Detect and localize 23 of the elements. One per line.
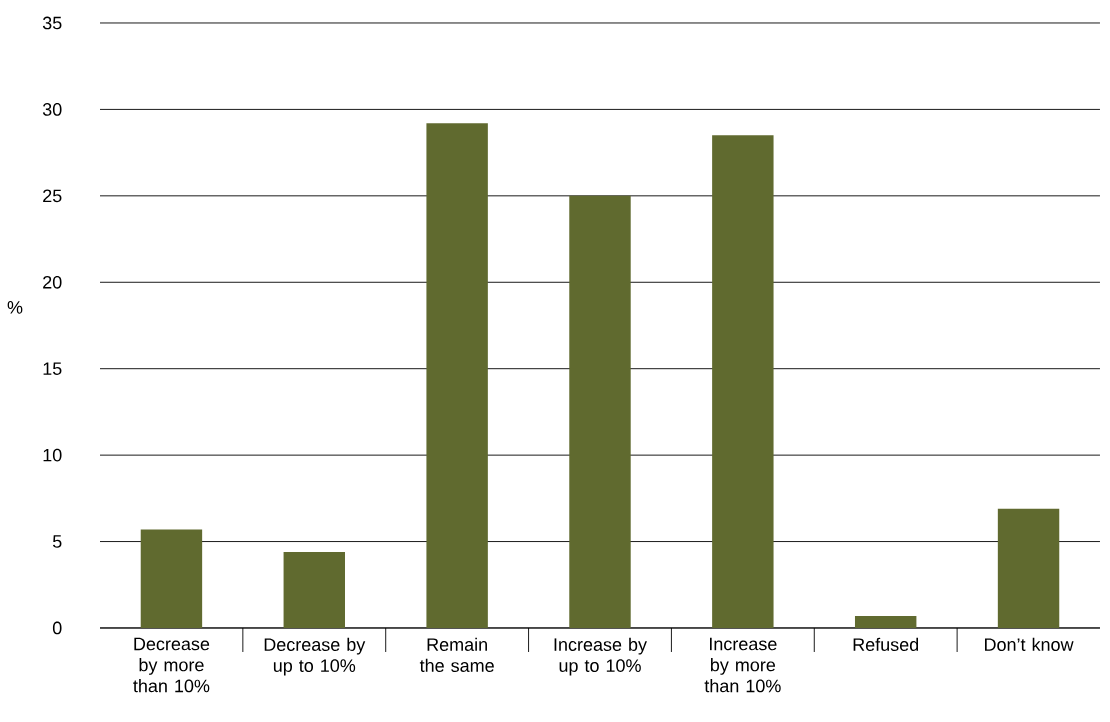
y-tick-label: 0: [52, 621, 62, 635]
y-axis-title: %: [7, 301, 23, 314]
bar: [712, 135, 774, 628]
bar: [997, 508, 1060, 628]
y-tick-label: 20: [43, 275, 62, 289]
x-tick-label: Increase by more than 10%: [704, 637, 781, 693]
x-tick-label: Decrease by up to 10%: [264, 637, 366, 676]
x-tick-label: Don’t know: [985, 637, 1074, 651]
y-tick-label: 30: [42, 103, 62, 116]
bar: [283, 551, 345, 628]
y-tick-label: 5: [52, 535, 62, 548]
bar: [854, 615, 917, 628]
y-tick-label: 15: [43, 362, 62, 375]
y-tick-label: 10: [43, 448, 62, 462]
x-tick-label: Remain the same: [419, 637, 494, 672]
bar: [569, 195, 631, 628]
y-tick-label: 35: [42, 16, 62, 30]
bar: [426, 123, 488, 628]
bar: [140, 529, 203, 628]
x-tick-label: Refused: [853, 637, 919, 651]
x-tick-label: Decrease by more than 10%: [133, 637, 210, 693]
x-tick-label: Increase by up to 10%: [554, 637, 647, 676]
y-tick-label: 25: [43, 189, 62, 203]
